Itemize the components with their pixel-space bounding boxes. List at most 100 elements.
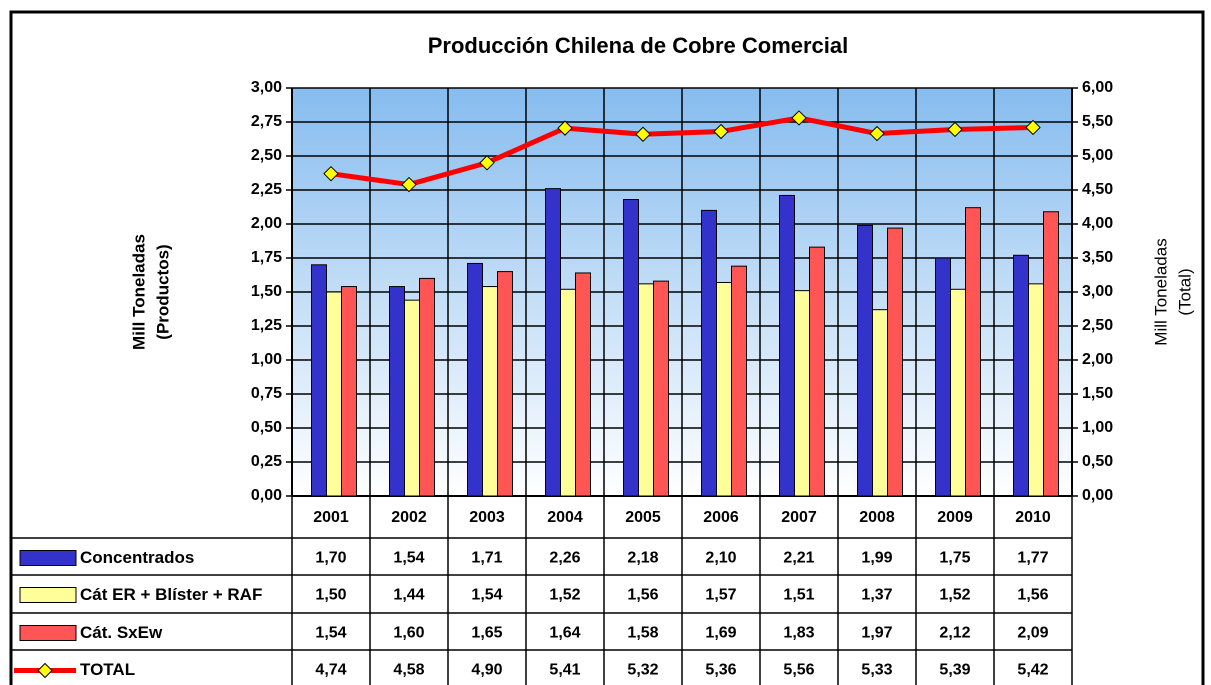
y-tick-label: 3,00 (251, 79, 282, 96)
x-tick-label: 2002 (391, 509, 427, 526)
y2-tick-label: 3,00 (1082, 283, 1113, 300)
y2-axis-title-line: (Total) (1175, 268, 1194, 315)
table-value: 2,18 (627, 550, 658, 567)
x-tick-label: 2007 (781, 509, 817, 526)
y-tick-label: 2,50 (251, 147, 282, 164)
y2-axis-title: Mill Toneladas (Total) (1151, 238, 1194, 345)
table-value: 1,54 (393, 550, 424, 567)
y-tick-label: 1,75 (251, 249, 282, 266)
legend-swatch (19, 550, 77, 566)
table-value: 1,58 (627, 625, 658, 642)
x-tick-label: 2006 (703, 509, 739, 526)
y-tick-label: 2,25 (251, 181, 282, 198)
table-value: 1,69 (705, 625, 736, 642)
y2-tick-label: 0,50 (1082, 453, 1113, 470)
x-tick-label: 2001 (313, 509, 349, 526)
table-value: 1,52 (939, 587, 970, 604)
table-value: 1,54 (471, 587, 502, 604)
x-tick-label: 2003 (469, 509, 505, 526)
table-value: 4,74 (315, 662, 346, 679)
y-tick-label: 0,25 (251, 453, 282, 470)
bar (887, 227, 903, 497)
y2-tick-label: 5,00 (1082, 147, 1113, 164)
table-value: 1,57 (705, 587, 736, 604)
marker (479, 155, 495, 171)
x-tick-label: 2005 (625, 509, 661, 526)
table-value: 5,41 (549, 662, 580, 679)
table-value: 1,50 (315, 587, 346, 604)
table-value: 1,99 (861, 550, 892, 567)
y2-tick-label: 5,50 (1082, 113, 1113, 130)
bar (638, 283, 654, 497)
y2-tick-label: 6,00 (1082, 79, 1113, 96)
bar (935, 257, 951, 497)
bar (701, 209, 717, 497)
legend-label: Cát ER + Blíster + RAF (80, 585, 262, 604)
bar (950, 288, 966, 497)
table-value: 1,51 (783, 587, 814, 604)
y-axis-title: Mill Toneladas (Productos) (129, 234, 172, 350)
x-tick-label: 2009 (937, 509, 973, 526)
y2-tick-label: 2,00 (1082, 351, 1113, 368)
marker (1025, 119, 1041, 136)
table-value: 5,32 (627, 662, 658, 679)
marker (401, 176, 417, 193)
bar (716, 281, 732, 497)
bar (545, 188, 561, 497)
bar (497, 271, 513, 497)
bar (857, 224, 873, 497)
bar (779, 194, 795, 497)
y-tick-label: 1,25 (251, 317, 282, 334)
table-value: 1,64 (549, 625, 580, 642)
bar (872, 309, 888, 497)
legend-label: Cát. SxEw (80, 623, 163, 642)
y-tick-label: 1,50 (251, 283, 282, 300)
bar (965, 207, 981, 497)
y2-axis-title-line: Mill Toneladas (1151, 238, 1170, 345)
legend-label: TOTAL (80, 660, 135, 679)
bar (731, 265, 747, 497)
y-tick-label: 0,50 (251, 419, 282, 436)
table-value: 4,90 (471, 662, 502, 679)
marker (791, 110, 807, 126)
table-value: 5,36 (705, 662, 736, 679)
bar (389, 286, 405, 497)
y2-tick-label: 1,00 (1082, 419, 1113, 436)
table-value: 1,60 (393, 625, 424, 642)
table-value: 1,52 (549, 587, 580, 604)
x-tick-label: 2008 (859, 509, 895, 526)
legend-swatch (19, 625, 77, 641)
bar (794, 290, 810, 497)
bar (419, 277, 435, 497)
marker (947, 121, 963, 138)
y-tick-label: 2,75 (251, 113, 282, 130)
y2-tick-label: 4,50 (1082, 181, 1113, 198)
y-tick-label: 0,75 (251, 385, 282, 402)
bar (311, 264, 327, 497)
table-value: 5,33 (861, 662, 892, 679)
marker (323, 165, 339, 182)
marker (635, 126, 651, 142)
marker (557, 120, 573, 136)
table-value: 5,39 (939, 662, 970, 679)
y2-tick-label: 4,00 (1082, 215, 1113, 232)
table-value: 1,83 (783, 625, 814, 642)
table-value: 1,71 (471, 550, 502, 567)
bar (1028, 283, 1044, 497)
y-axis-title-line: Mill Toneladas (129, 234, 148, 350)
bar (467, 262, 483, 497)
table-value: 1,65 (471, 625, 502, 642)
bar (560, 288, 576, 497)
marker (713, 123, 729, 140)
table-value: 1,56 (627, 587, 658, 604)
table-value: 1,54 (315, 625, 346, 642)
bar (1013, 254, 1029, 497)
table-value: 2,09 (1017, 625, 1048, 642)
y-tick-label: 2,00 (251, 215, 282, 232)
table-value: 1,77 (1017, 550, 1048, 567)
table-value: 1,75 (939, 550, 970, 567)
table-value: 2,26 (549, 550, 580, 567)
x-tick-label: 2010 (1015, 509, 1051, 526)
